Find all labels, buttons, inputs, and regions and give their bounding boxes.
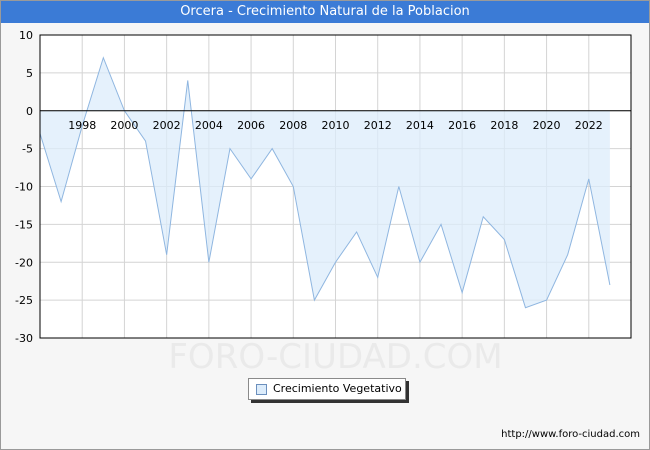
x-tick-label: 2008	[279, 119, 307, 132]
watermark: FORO-CIUDAD.COM	[168, 337, 502, 377]
plot-border	[39, 34, 632, 339]
y-tick-label: -25	[15, 294, 33, 307]
series-line	[39, 56, 611, 309]
x-tick-label: 2006	[237, 119, 265, 132]
x-tick-label: 2014	[406, 119, 434, 132]
x-tick-label: 1998	[68, 119, 96, 132]
legend-swatch	[256, 384, 267, 395]
y-tick-label: -15	[15, 218, 33, 231]
x-tick-label: 2010	[322, 119, 350, 132]
y-tick-label: -10	[15, 181, 33, 194]
y-tick-label: -30	[15, 332, 33, 345]
x-tick-label: 2002	[153, 119, 181, 132]
y-tick-label: -5	[22, 143, 33, 156]
legend: Crecimiento Vegetativo	[248, 378, 406, 400]
x-tick-label: 2000	[110, 119, 138, 132]
x-tick-label: 2004	[195, 119, 223, 132]
x-tick-label: 2022	[575, 119, 603, 132]
y-tick-label: 5	[26, 67, 33, 80]
y-tick-label: 10	[19, 29, 33, 42]
source-url[interactable]: http://www.foro-ciudad.com	[501, 429, 640, 440]
x-tick-label: 2020	[533, 119, 561, 132]
x-tick-label: 2012	[364, 119, 392, 132]
y-tick-label: -20	[15, 256, 33, 269]
y-tick-label: 0	[26, 105, 33, 118]
legend-label: Crecimiento Vegetativo	[273, 382, 402, 395]
x-tick-label: 2016	[448, 119, 476, 132]
x-tick-label: 2018	[490, 119, 518, 132]
chart-title: Orcera - Crecimiento Natural de la Pobla…	[1, 1, 649, 23]
